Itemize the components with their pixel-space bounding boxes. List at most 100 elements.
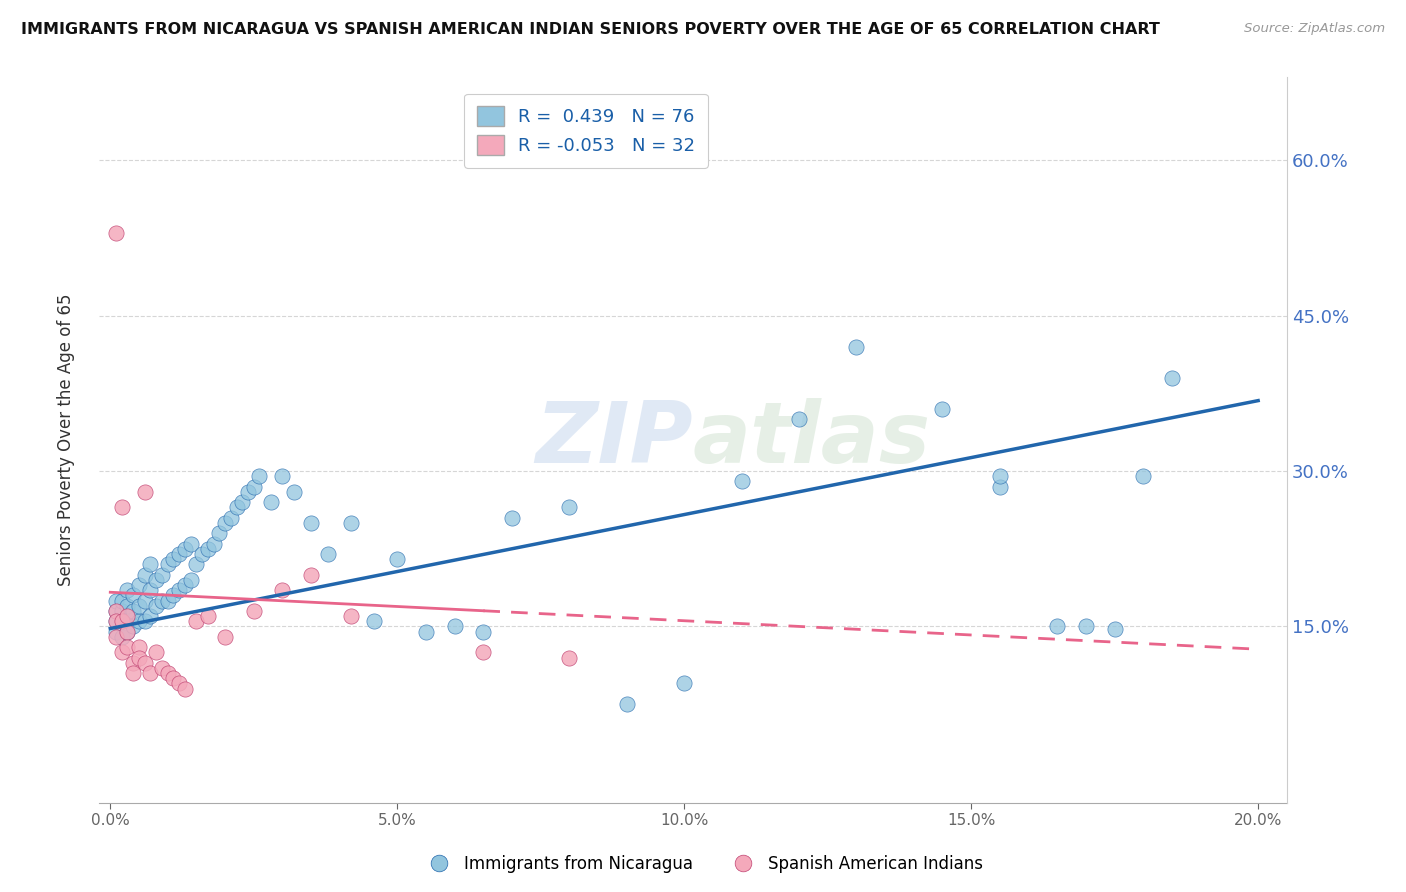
Y-axis label: Seniors Poverty Over the Age of 65: Seniors Poverty Over the Age of 65 [58,293,75,586]
Point [225,500,247,515]
Point [167,583,190,598]
Point [1132,469,1154,483]
Point [134,484,156,499]
Point [730,475,752,489]
Point [208,526,231,541]
Point [105,226,128,240]
Point [117,624,139,639]
Point [443,619,465,633]
Point [145,645,167,659]
Point [111,604,134,618]
Point [271,469,294,483]
Text: Source: ZipAtlas.com: Source: ZipAtlas.com [1244,22,1385,36]
Point [111,614,134,628]
Point [105,630,128,644]
Point [105,624,128,639]
Point [128,578,150,592]
Point [1074,619,1097,633]
Point [105,593,128,607]
Text: IMMIGRANTS FROM NICARAGUA VS SPANISH AMERICAN INDIAN SENIORS POVERTY OVER THE AG: IMMIGRANTS FROM NICARAGUA VS SPANISH AME… [21,22,1160,37]
Point [167,547,190,561]
Point [472,645,495,659]
Point [145,573,167,587]
Point [197,609,219,624]
Point [173,541,195,556]
Point [117,583,139,598]
Point [117,624,139,639]
Point [105,604,128,618]
Point [299,567,322,582]
Point [117,609,139,624]
Point [180,573,202,587]
Point [260,495,283,509]
Point [616,697,638,711]
Point [197,541,219,556]
Point [111,500,134,515]
Point [156,558,179,572]
Legend: R =  0.439   N = 76, R = -0.053   N = 32: R = 0.439 N = 76, R = -0.053 N = 32 [464,94,709,168]
Point [162,671,184,685]
Point [931,401,953,416]
Point [111,630,134,644]
Point [787,412,810,426]
Point [156,593,179,607]
Point [134,614,156,628]
Point [167,676,190,690]
Point [128,614,150,628]
Point [128,650,150,665]
Point [117,640,139,655]
Point [219,510,242,524]
Point [501,510,523,524]
Point [271,583,294,598]
Point [162,588,184,602]
Point [558,500,581,515]
Point [988,469,1011,483]
Point [673,676,696,690]
Point [173,578,195,592]
Point [150,661,173,675]
Point [415,624,437,639]
Point [249,469,271,483]
Point [1161,371,1184,385]
Point [340,516,363,530]
Point [472,624,495,639]
Point [1104,622,1126,636]
Point [162,552,184,566]
Point [1046,619,1069,633]
Point [214,516,236,530]
Point [122,604,145,618]
Point [128,599,150,613]
Text: ZIP: ZIP [536,399,693,482]
Point [845,340,868,354]
Point [122,666,145,681]
Point [139,666,162,681]
Point [173,681,195,696]
Point [117,599,139,613]
Point [214,630,236,644]
Point [191,547,214,561]
Point [202,536,225,550]
Point [122,588,145,602]
Point [186,558,208,572]
Point [134,567,156,582]
Point [318,547,340,561]
Legend: Immigrants from Nicaragua, Spanish American Indians: Immigrants from Nicaragua, Spanish Ameri… [416,848,990,880]
Point [117,609,139,624]
Point [363,614,385,628]
Point [180,536,202,550]
Point [145,599,167,613]
Point [122,656,145,670]
Point [134,593,156,607]
Text: atlas: atlas [693,399,931,482]
Point [105,614,128,628]
Point [139,558,162,572]
Point [231,495,253,509]
Point [340,609,363,624]
Point [111,645,134,659]
Point [186,614,208,628]
Point [111,593,134,607]
Point [122,619,145,633]
Point [387,552,409,566]
Point [134,656,156,670]
Point [111,614,134,628]
